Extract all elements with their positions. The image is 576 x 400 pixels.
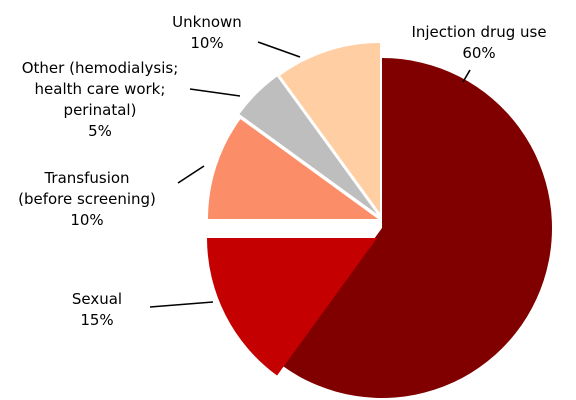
slice-label-line: Transfusion	[43, 169, 129, 187]
slice-label-line: Other (hemodialysis;	[22, 59, 179, 77]
leader-line-1	[149, 301, 214, 308]
slice-label-line: Injection drug use	[411, 23, 546, 41]
slice-value-label: 10%	[190, 34, 223, 52]
slice-label-line: (before screening)	[18, 190, 156, 208]
slice-label-0: Injection drug use 60%	[411, 23, 546, 62]
leader-line-2	[177, 165, 205, 184]
pie-slice-2	[208, 119, 378, 219]
pie-slice-0	[282, 58, 553, 398]
pie-slice-3	[239, 76, 377, 214]
slice-value-label: 60%	[462, 44, 495, 62]
slice-labels: Injection drug use 60% Sexual 15% Transfusio…	[18, 13, 546, 329]
leader-line-4	[257, 41, 301, 58]
slice-label-2: Transfusion (before screening) 10%	[18, 169, 156, 229]
slice-label-4: Unknown 10%	[172, 13, 242, 52]
leader-line-3	[189, 88, 241, 97]
leader-lines	[149, 41, 471, 308]
slice-label-1: Sexual 15%	[72, 290, 122, 329]
slice-value-label: 5%	[88, 122, 112, 140]
leader-line-0	[462, 69, 471, 83]
pie-slices	[207, 43, 553, 398]
slice-label-line: Unknown	[172, 13, 242, 31]
slice-label-line: Sexual	[72, 290, 122, 308]
slice-value-label: 15%	[80, 311, 113, 329]
pie-slice-4	[280, 43, 380, 213]
slice-value-label: 10%	[70, 211, 103, 229]
pie-slice-1	[207, 238, 377, 376]
slice-label-3: Other (hemodialysis; health care work; per…	[22, 59, 179, 140]
slice-label-line: perinatal)	[64, 101, 137, 119]
slice-label-line: health care work;	[35, 80, 166, 98]
